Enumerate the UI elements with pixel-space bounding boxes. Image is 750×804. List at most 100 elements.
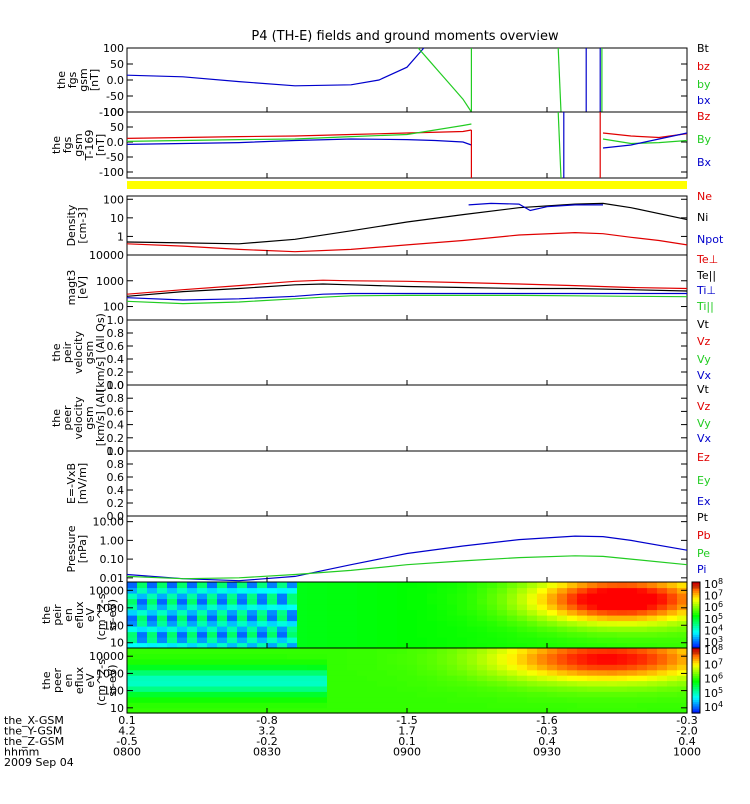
colorbar-segment (692, 606, 700, 609)
heatmap-cell (527, 637, 538, 644)
colorbar-segment (692, 682, 700, 686)
x-tick-label: -0.3 (536, 725, 557, 738)
heatmap-cell (177, 658, 188, 665)
heatmap-cell (527, 609, 538, 616)
y-axis-label: gsm (83, 341, 96, 364)
y-axis-label: the (40, 671, 53, 689)
heatmap-cell (357, 593, 368, 600)
colorbar-segment (692, 652, 700, 656)
y-tick-label: 0.2 (107, 497, 125, 510)
heatmap-cell (197, 664, 208, 671)
heatmap-cell (577, 604, 588, 611)
heatmap-cell (137, 642, 148, 649)
colorbar-segment (692, 684, 700, 688)
heatmap-cell (167, 587, 178, 594)
heatmap-cell (417, 587, 428, 594)
heatmap-cell (457, 669, 468, 676)
heatmap-cell (277, 658, 288, 665)
heatmap-cell (667, 685, 678, 692)
heatmap-cell (357, 680, 368, 687)
heatmap-cell (257, 691, 268, 698)
heatmap-cell (467, 598, 478, 605)
heatmap-cell (277, 707, 288, 714)
heatmap-cell (637, 609, 648, 616)
heatmap-cell (147, 637, 158, 644)
colorbar-segment (692, 604, 700, 607)
heatmap-cell (517, 582, 528, 589)
heatmap-cell (167, 696, 178, 703)
heatmap-cell (347, 653, 358, 660)
heatmap-cell (587, 604, 598, 611)
colorbar-segment (692, 601, 700, 605)
heatmap-cell (457, 707, 468, 714)
heatmap-cell (177, 696, 188, 703)
heatmap-cell (327, 680, 338, 687)
y-axis-label: the (55, 71, 68, 89)
y-tick-label: 50 (110, 58, 124, 71)
heatmap-cell (437, 609, 448, 616)
heatmap-cell (517, 598, 528, 605)
panel-frame (126, 515, 688, 583)
heatmap-cell (487, 637, 498, 644)
heatmap-cell (507, 707, 518, 714)
heatmap-cell (577, 648, 588, 654)
y-tick-label: 100 (103, 193, 124, 206)
heatmap-cell (317, 696, 328, 703)
heatmap-cell (157, 582, 168, 589)
heatmap-cell (477, 685, 488, 692)
heatmap-cell (447, 615, 458, 622)
heatmap-cell (407, 707, 418, 714)
heatmap-cell (457, 615, 468, 622)
heatmap-cell (137, 685, 148, 692)
heatmap-cell (247, 664, 258, 671)
heatmap-cell (387, 637, 398, 644)
heatmap-cell (407, 664, 418, 671)
heatmap-cell (527, 691, 538, 698)
heatmap-cell (527, 707, 538, 714)
heatmap-cell (147, 648, 158, 654)
heatmap-cell (447, 620, 458, 627)
heatmap-cell (317, 669, 328, 676)
heatmap-cell (667, 598, 678, 605)
heatmap-cell (327, 696, 338, 703)
heatmap-cell (437, 664, 448, 671)
heatmap-cell (367, 702, 378, 709)
y-tick-label: -50 (106, 151, 124, 164)
heatmap-cell (197, 587, 208, 594)
heatmap-cell (237, 593, 248, 600)
y-tick-label: -50 (106, 90, 124, 103)
heatmap-cell (607, 691, 618, 698)
heatmap-cell (497, 669, 508, 676)
heatmap-cell (427, 691, 438, 698)
heatmap-cell (657, 631, 668, 638)
series-line (126, 555, 688, 580)
heatmap-cell (387, 669, 398, 676)
heatmap-cell (577, 675, 588, 682)
heatmap-cell (527, 680, 538, 687)
heatmap-cell (367, 593, 378, 600)
heatmap-cell (437, 626, 448, 633)
heatmap-cell (557, 653, 568, 660)
y-tick-label: 1000 (96, 602, 124, 615)
heatmap-cell (657, 593, 668, 600)
heatmap-cell (417, 604, 428, 611)
heatmap-cell (387, 598, 398, 605)
heatmap-cell (517, 691, 528, 698)
heatmap-cell (157, 702, 168, 709)
colorbar-segment (692, 588, 700, 592)
heatmap-cell (457, 587, 468, 594)
colorbar-segment (692, 586, 700, 590)
heatmap-cell (387, 680, 398, 687)
heatmap-cell (197, 615, 208, 622)
heatmap-cell (337, 626, 348, 633)
heatmap-cell (257, 653, 268, 660)
heatmap-cell (587, 620, 598, 627)
heatmap-cell (177, 626, 188, 633)
heatmap-cell (147, 664, 158, 671)
heatmap-cell (597, 598, 608, 605)
heatmap-cell (397, 604, 408, 611)
heatmap-cell (407, 582, 418, 589)
heatmap-cell (227, 675, 238, 682)
heatmap-cell (637, 598, 648, 605)
